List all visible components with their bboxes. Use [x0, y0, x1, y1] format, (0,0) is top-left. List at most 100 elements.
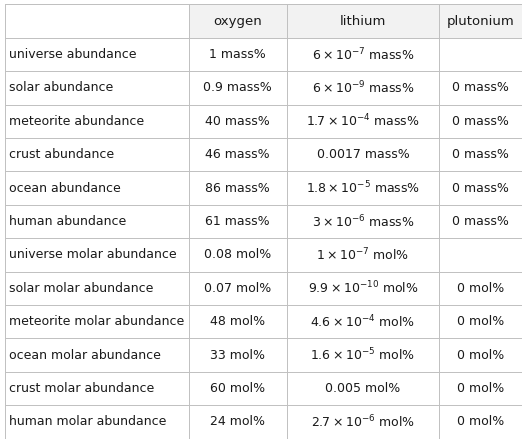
- Bar: [189, 171, 287, 205]
- Bar: [5, 38, 189, 71]
- Bar: [189, 71, 287, 105]
- Text: universe molar abundance: universe molar abundance: [9, 249, 177, 261]
- Text: 0 mass%: 0 mass%: [452, 182, 509, 194]
- Text: meteorite abundance: meteorite abundance: [9, 115, 144, 128]
- Bar: [189, 338, 287, 372]
- Text: 46 mass%: 46 mass%: [206, 148, 270, 161]
- Text: $9.9\times10^{-10}$ mol%: $9.9\times10^{-10}$ mol%: [308, 280, 418, 297]
- Bar: [5, 138, 189, 171]
- Text: 0 mol%: 0 mol%: [457, 315, 504, 328]
- Text: 24 mol%: 24 mol%: [210, 416, 265, 428]
- Text: plutonium: plutonium: [446, 15, 514, 27]
- Bar: [5, 338, 189, 372]
- Text: 0.005 mol%: 0.005 mol%: [325, 382, 401, 395]
- Bar: [439, 105, 522, 138]
- Text: 0 mass%: 0 mass%: [452, 215, 509, 228]
- Bar: [189, 305, 287, 338]
- Bar: [439, 272, 522, 305]
- Text: $1.6\times10^{-5}$ mol%: $1.6\times10^{-5}$ mol%: [310, 347, 415, 363]
- Text: 33 mol%: 33 mol%: [210, 349, 265, 361]
- Text: $1.7\times10^{-4}$ mass%: $1.7\times10^{-4}$ mass%: [306, 113, 419, 130]
- Bar: [189, 372, 287, 405]
- Text: 0 mol%: 0 mol%: [457, 282, 504, 295]
- Text: 0 mass%: 0 mass%: [452, 148, 509, 161]
- Bar: [189, 105, 287, 138]
- Text: solar molar abundance: solar molar abundance: [9, 282, 154, 295]
- Text: crust abundance: crust abundance: [9, 148, 114, 161]
- Bar: [189, 138, 287, 171]
- Text: ocean molar abundance: ocean molar abundance: [9, 349, 161, 361]
- Bar: [287, 138, 439, 171]
- Text: $1\times10^{-7}$ mol%: $1\times10^{-7}$ mol%: [316, 247, 409, 263]
- Bar: [439, 71, 522, 105]
- Text: 60 mol%: 60 mol%: [210, 382, 265, 395]
- Bar: [189, 405, 287, 439]
- Bar: [287, 372, 439, 405]
- Bar: [287, 105, 439, 138]
- Bar: [287, 305, 439, 338]
- Text: $6\times10^{-7}$ mass%: $6\times10^{-7}$ mass%: [311, 46, 414, 63]
- Text: 48 mol%: 48 mol%: [210, 315, 265, 328]
- Bar: [439, 4, 522, 38]
- Text: 0 mass%: 0 mass%: [452, 82, 509, 94]
- Text: ocean abundance: ocean abundance: [9, 182, 121, 194]
- Bar: [287, 272, 439, 305]
- Bar: [189, 205, 287, 238]
- Bar: [5, 105, 189, 138]
- Bar: [287, 71, 439, 105]
- Bar: [189, 38, 287, 71]
- Text: 0 mass%: 0 mass%: [452, 115, 509, 128]
- Bar: [5, 205, 189, 238]
- Bar: [439, 138, 522, 171]
- Text: meteorite molar abundance: meteorite molar abundance: [9, 315, 184, 328]
- Text: 0.0017 mass%: 0.0017 mass%: [317, 148, 409, 161]
- Text: 0.08 mol%: 0.08 mol%: [204, 249, 271, 261]
- Bar: [287, 238, 439, 272]
- Bar: [439, 171, 522, 205]
- Bar: [5, 272, 189, 305]
- Text: 40 mass%: 40 mass%: [206, 115, 270, 128]
- Text: 61 mass%: 61 mass%: [206, 215, 270, 228]
- Bar: [287, 338, 439, 372]
- Text: oxygen: oxygen: [213, 15, 262, 27]
- Bar: [439, 338, 522, 372]
- Text: crust molar abundance: crust molar abundance: [9, 382, 154, 395]
- Bar: [439, 238, 522, 272]
- Bar: [439, 372, 522, 405]
- Text: 0.9 mass%: 0.9 mass%: [203, 82, 272, 94]
- Bar: [287, 205, 439, 238]
- Bar: [439, 405, 522, 439]
- Bar: [5, 305, 189, 338]
- Text: $6\times10^{-9}$ mass%: $6\times10^{-9}$ mass%: [311, 80, 414, 96]
- Text: human abundance: human abundance: [9, 215, 126, 228]
- Bar: [439, 305, 522, 338]
- Text: solar abundance: solar abundance: [9, 82, 114, 94]
- Bar: [5, 171, 189, 205]
- Bar: [287, 38, 439, 71]
- Text: $4.6\times10^{-4}$ mol%: $4.6\times10^{-4}$ mol%: [310, 313, 415, 330]
- Text: 1 mass%: 1 mass%: [209, 48, 266, 61]
- Text: lithium: lithium: [340, 15, 386, 27]
- Bar: [5, 238, 189, 272]
- Bar: [5, 71, 189, 105]
- Bar: [439, 38, 522, 71]
- Text: universe abundance: universe abundance: [9, 48, 137, 61]
- Text: human molar abundance: human molar abundance: [9, 416, 167, 428]
- Bar: [5, 4, 189, 38]
- Text: $3\times10^{-6}$ mass%: $3\times10^{-6}$ mass%: [311, 213, 414, 230]
- Text: $2.7\times10^{-6}$ mol%: $2.7\times10^{-6}$ mol%: [311, 414, 415, 430]
- Text: 0 mol%: 0 mol%: [457, 382, 504, 395]
- Text: 0.07 mol%: 0.07 mol%: [204, 282, 271, 295]
- Bar: [287, 405, 439, 439]
- Bar: [189, 4, 287, 38]
- Bar: [5, 372, 189, 405]
- Text: 0 mol%: 0 mol%: [457, 416, 504, 428]
- Bar: [439, 205, 522, 238]
- Bar: [189, 272, 287, 305]
- Text: $1.8\times10^{-5}$ mass%: $1.8\times10^{-5}$ mass%: [306, 180, 420, 196]
- Text: 86 mass%: 86 mass%: [206, 182, 270, 194]
- Text: 0 mol%: 0 mol%: [457, 349, 504, 361]
- Bar: [287, 171, 439, 205]
- Bar: [287, 4, 439, 38]
- Bar: [189, 238, 287, 272]
